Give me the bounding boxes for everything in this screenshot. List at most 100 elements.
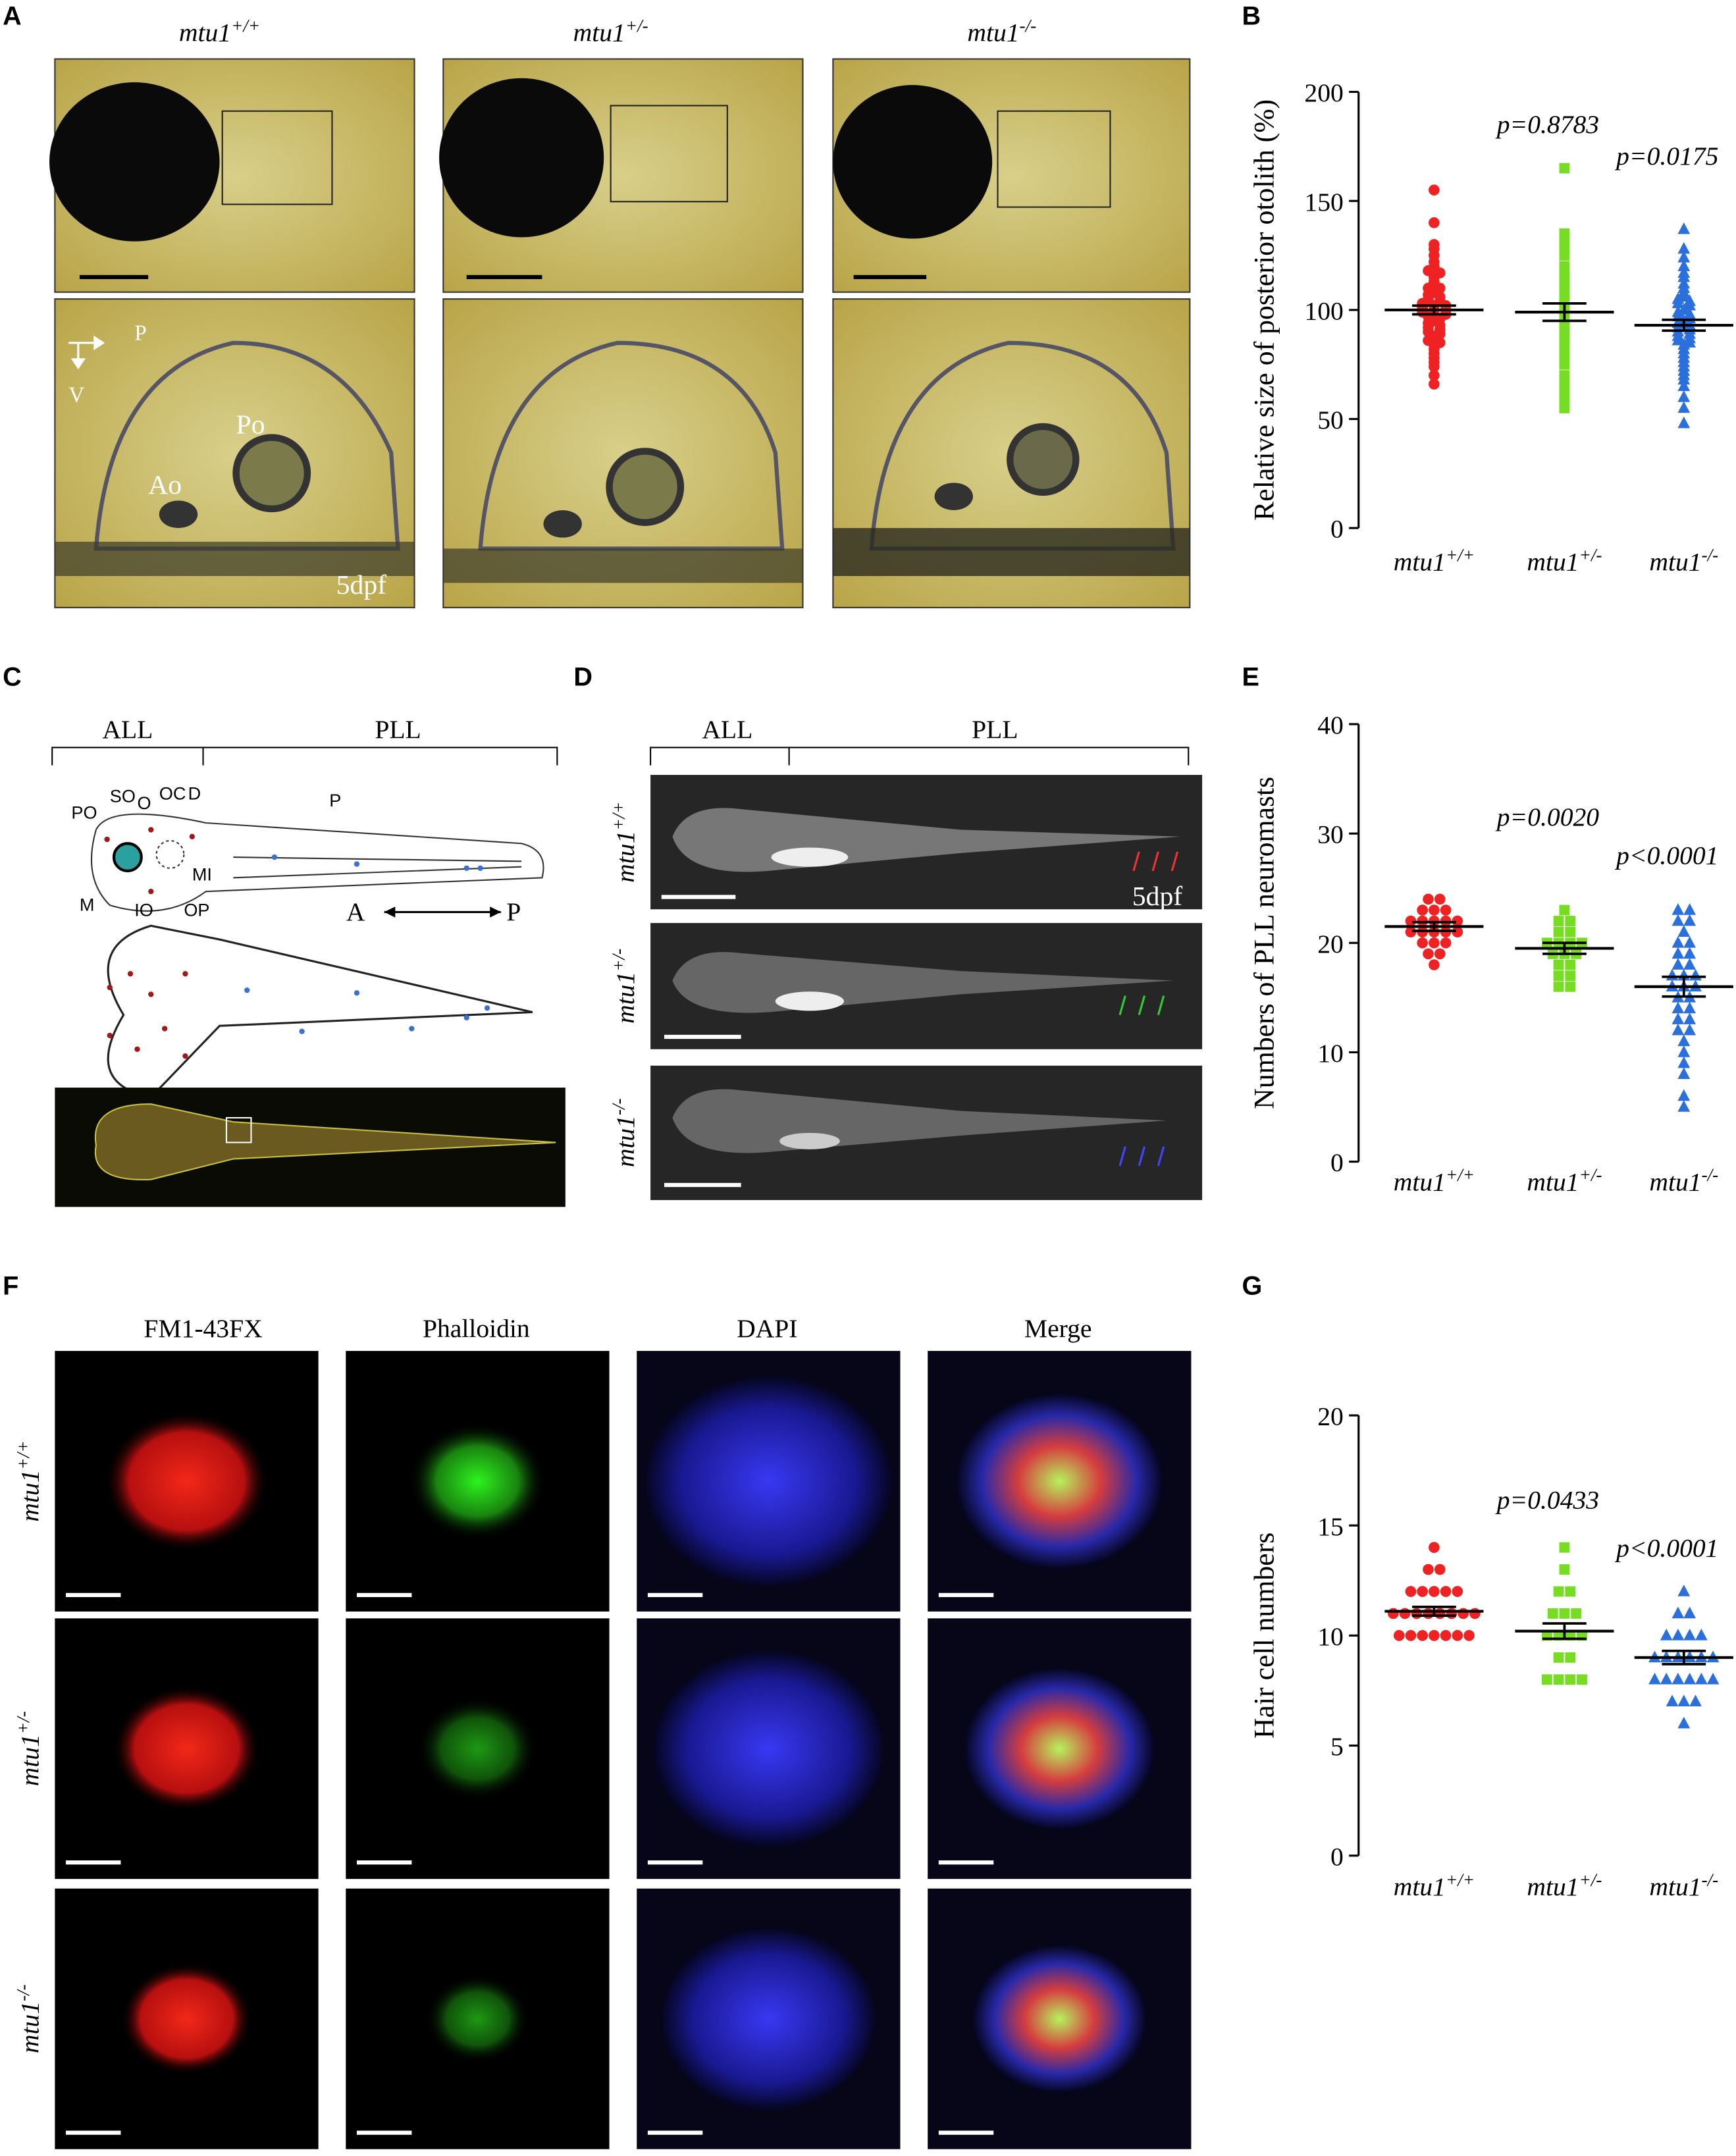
bracket (650, 747, 1190, 766)
data-point (1399, 1608, 1411, 1619)
error-bar (1542, 302, 1587, 323)
data-point (1671, 958, 1685, 970)
data-point (1559, 387, 1570, 398)
data-point (1559, 1608, 1570, 1619)
data-point (1434, 893, 1446, 905)
data-point (1671, 1023, 1685, 1036)
bracket-label: ALL (702, 715, 752, 744)
panel-letter: E (1242, 663, 1259, 692)
data-point (1677, 1056, 1691, 1068)
axis-label: V (68, 382, 84, 407)
genotype-label: mtu1+/+ (608, 802, 640, 883)
error-bar (1662, 318, 1706, 332)
y-tick-label: 0 (1330, 1842, 1344, 1871)
data-point (1417, 905, 1429, 916)
data-point (1683, 935, 1697, 948)
data-point (1434, 948, 1446, 960)
error-bar (1542, 941, 1587, 955)
data-point (1706, 1672, 1720, 1685)
data-point (1666, 1695, 1679, 1706)
data-point (1565, 970, 1576, 982)
data-point (1405, 926, 1417, 938)
data-point (1405, 1586, 1417, 1597)
data-point (1677, 1089, 1691, 1101)
y-tick-label: 200 (1304, 78, 1343, 107)
panel-letter: C (3, 663, 22, 692)
y-tick-label: 0 (1330, 515, 1344, 544)
y-tick-label: 10 (1317, 1039, 1344, 1068)
data-point (1683, 1672, 1697, 1685)
genotype-label: mtu1-/- (13, 1984, 45, 2053)
data-point (1452, 1586, 1463, 1597)
neuromast-label: P (329, 790, 341, 810)
data-point (1683, 298, 1697, 311)
data-point (1559, 905, 1570, 916)
data-point (1423, 1564, 1434, 1575)
p-value: p=0.0020 (1495, 802, 1600, 831)
column-header: FM1-43FX (144, 1314, 262, 1343)
panel-a-photos (49, 58, 1191, 608)
data-point (1559, 1542, 1570, 1553)
data-point (1671, 1012, 1685, 1024)
data-point (1677, 259, 1691, 271)
x-tick-label: mtu1+/+ (1394, 1165, 1475, 1197)
data-point (1388, 1608, 1399, 1619)
data-point (1677, 1695, 1691, 1706)
data-point (1677, 1045, 1691, 1057)
data-point (1683, 1012, 1697, 1024)
y-tick-label: 30 (1317, 820, 1344, 849)
signal (409, 1423, 546, 1540)
data-point (1429, 369, 1440, 381)
x-tick-label: mtu1+/+ (1394, 1870, 1475, 1902)
p-value: p=0.8783 (1495, 110, 1599, 139)
y-tick-label: 5 (1330, 1732, 1344, 1761)
data-point (1648, 1672, 1661, 1685)
bracket (51, 747, 558, 766)
error-bar (1662, 975, 1706, 998)
data-point (1417, 1630, 1429, 1641)
data-point (1677, 242, 1691, 254)
structure-label: Ao (148, 470, 182, 500)
data-point (1671, 935, 1685, 948)
y-tick-label: 10 (1317, 1622, 1344, 1651)
fish-diagram (55, 813, 566, 1207)
error-bar (1412, 304, 1456, 316)
data-point (1677, 379, 1691, 392)
signal (972, 1945, 1146, 2093)
error-bar (1662, 1649, 1706, 1666)
genotype-label: mtu1+/+ (179, 16, 260, 47)
signal (120, 1962, 253, 2075)
data-point (1671, 1001, 1685, 1014)
data-point (1559, 402, 1570, 413)
panel-letter: F (3, 1272, 18, 1301)
data-point (1417, 937, 1429, 949)
data-point (1429, 905, 1440, 916)
genotype-label: mtu1+/- (608, 949, 640, 1024)
x-tick-label: mtu1+/- (1527, 1870, 1602, 1902)
data-point (1429, 1586, 1440, 1597)
x-tick-label: mtu1+/+ (1394, 545, 1475, 577)
data-point (1469, 1608, 1481, 1619)
data-point (1553, 916, 1564, 926)
bracket-label: ALL (102, 715, 153, 744)
y-tick-label: 20 (1317, 1402, 1344, 1431)
signal (104, 1411, 269, 1552)
data-point (1689, 1695, 1702, 1706)
neuromast-label: IO (134, 900, 153, 920)
data-point (1677, 1067, 1691, 1079)
data-point (1695, 1628, 1708, 1641)
data-point (1393, 1630, 1405, 1641)
y-tick-label: 100 (1304, 296, 1343, 325)
data-point (1553, 926, 1564, 937)
data-point (1565, 1586, 1576, 1597)
error-bar (1412, 920, 1456, 932)
panel-f-images (55, 1351, 1192, 2149)
data-point (1559, 163, 1570, 174)
axis-label: P (506, 897, 521, 926)
data-point (1677, 222, 1691, 234)
data-point (1440, 937, 1452, 949)
signal (661, 1928, 876, 2110)
x-tick-label: mtu1+/- (1527, 1165, 1602, 1197)
data-point (1429, 379, 1440, 390)
data-point (1553, 1586, 1564, 1597)
